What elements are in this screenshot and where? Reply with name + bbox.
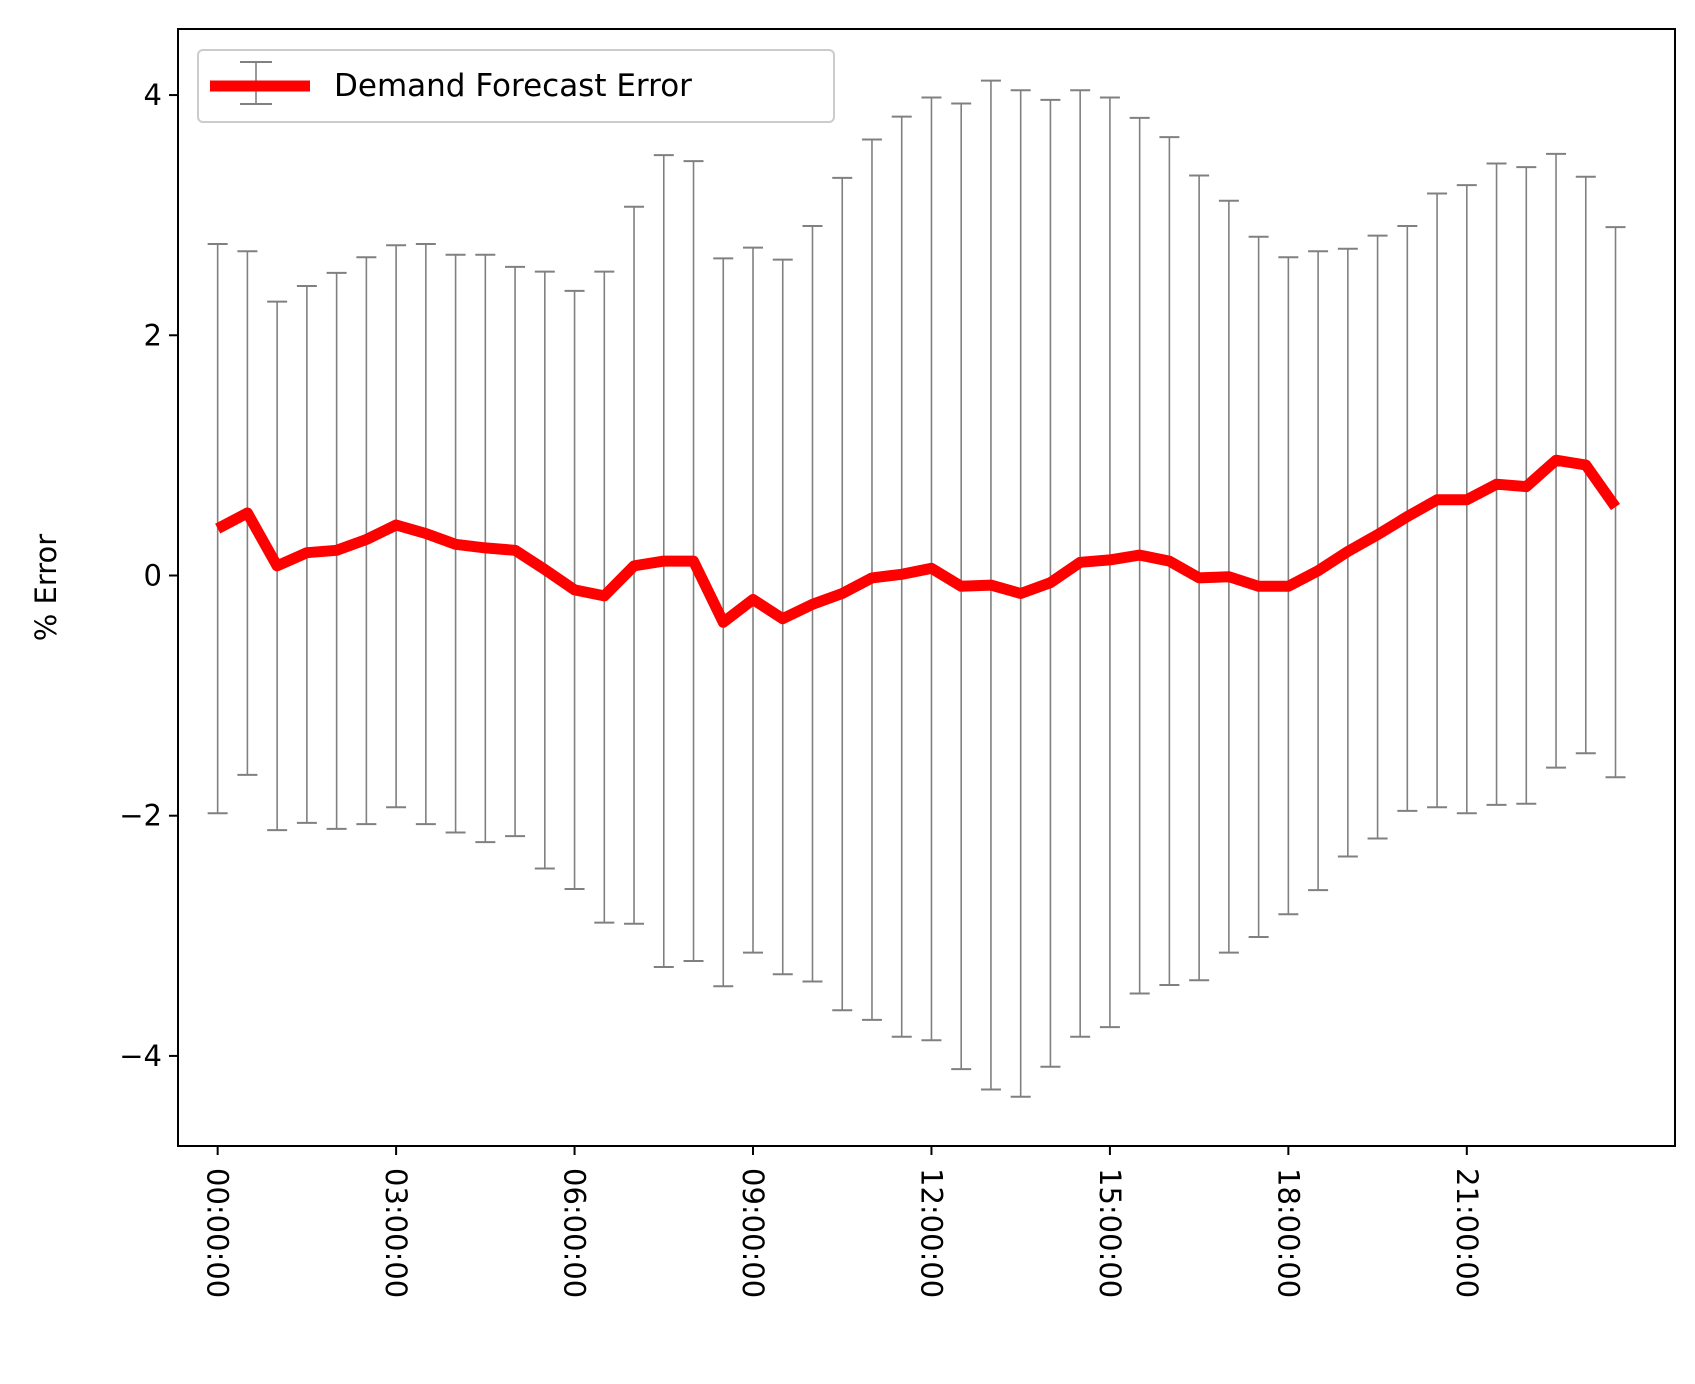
x-axis: 00:00:00 03:00:00 06:00:00 09:00:00 12:00:00… — [201, 1146, 1484, 1298]
legend-entry-label: Demand Forecast Error — [334, 68, 692, 104]
x-tick-label: 09:00:00 — [736, 1168, 770, 1298]
plot-area-frame — [177, 28, 1676, 1147]
y-tick-label: 0 — [144, 558, 162, 592]
x-tick-label: 18:00:00 — [1271, 1168, 1305, 1298]
y-tick-label: 2 — [144, 318, 162, 352]
error-bars — [207, 79, 1626, 1098]
legend-handle — [210, 61, 310, 105]
series-line — [215, 454, 1620, 628]
y-tick-label: −2 — [119, 799, 162, 833]
series-line-group — [215, 454, 1620, 628]
y-tick-label: −4 — [119, 1039, 162, 1073]
y-axis: 4 2 0 −2 −4 — [119, 78, 178, 1073]
legend: Demand Forecast Error — [197, 49, 835, 123]
x-tick-label: 15:00:00 — [1093, 1168, 1127, 1298]
x-tick-label: 06:00:00 — [558, 1168, 592, 1298]
x-tick-label: 00:00:00 — [201, 1168, 235, 1298]
x-tick-label: 03:00:00 — [379, 1168, 413, 1298]
legend-box — [197, 49, 835, 123]
error-bar — [207, 242, 228, 815]
y-tick-label: 4 — [144, 78, 162, 112]
y-axis-label: % Error — [29, 534, 63, 642]
x-tick-label: 21:00:00 — [1450, 1168, 1484, 1298]
x-tick-label: 12:00:00 — [914, 1168, 948, 1298]
